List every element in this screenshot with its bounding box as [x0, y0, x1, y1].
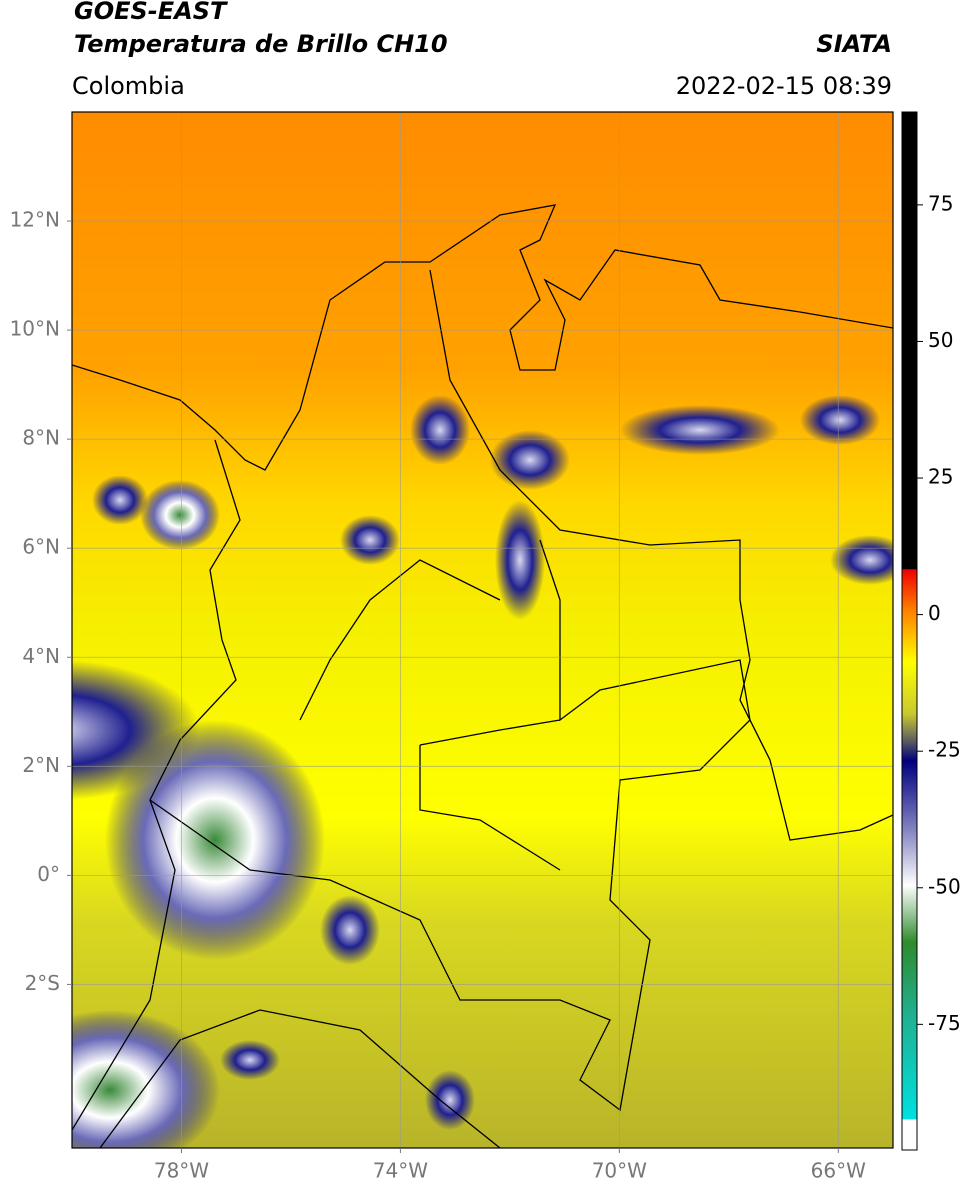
x-tick-label: 70°W: [592, 1159, 647, 1183]
colorbar-tick-label: -50: [928, 874, 961, 898]
title: Temperatura de Brillo CH10: [74, 30, 448, 58]
y-tick-label: 2°N: [22, 753, 60, 777]
y-tick-label: 12°N: [10, 208, 60, 232]
source: SIATA: [816, 30, 892, 58]
colorbar-tick-label: -75: [928, 1011, 961, 1035]
y-tick-label: 6°N: [22, 535, 60, 559]
x-tick-label: 74°W: [373, 1159, 428, 1183]
colorbar-tick-label: -25: [928, 738, 961, 762]
colorbar-tick-label: 50: [928, 328, 953, 352]
datetime: 2022-02-15 08:39: [676, 72, 892, 100]
y-tick-label: 4°N: [22, 644, 60, 668]
y-tick-label: 8°N: [22, 426, 60, 450]
y-tick-label: 0°: [37, 862, 60, 886]
title: GOES-EAST: [74, 0, 228, 25]
colorbar-tick-label: 25: [928, 465, 953, 489]
colorbar-tick-label: 0: [928, 601, 941, 625]
map-frame: [71, 111, 894, 1149]
y-tick-label: 2°S: [25, 971, 60, 995]
x-tick-label: 66°W: [811, 1159, 866, 1183]
colorbar: [901, 111, 918, 1151]
region: Colombia: [72, 72, 185, 100]
y-tick-label: 10°N: [10, 317, 60, 341]
x-tick-label: 78°W: [154, 1159, 209, 1183]
map-image: [72, 112, 893, 1148]
colorbar-tick-label: 75: [928, 191, 953, 215]
